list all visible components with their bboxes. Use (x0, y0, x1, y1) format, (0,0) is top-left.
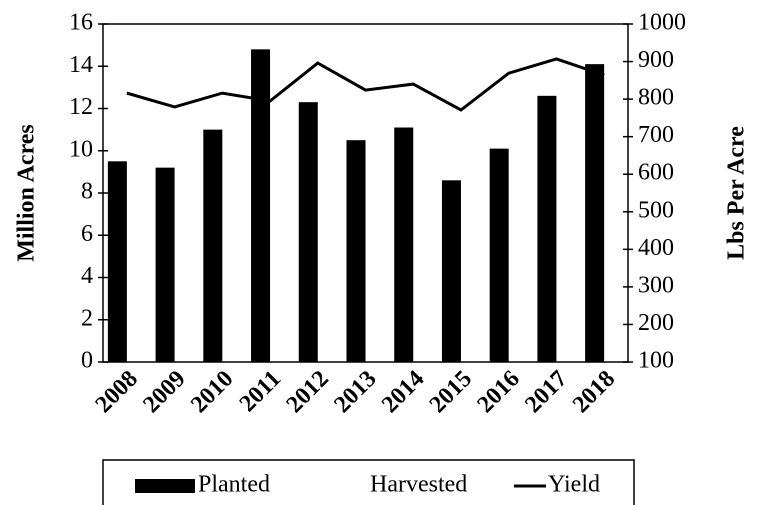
y-tick-label: 16 (69, 10, 93, 36)
bar (155, 167, 175, 362)
y2-tick-label: 600 (638, 160, 674, 186)
x-tick-label: 2008 (91, 366, 143, 418)
bar (537, 95, 557, 362)
bar (585, 64, 605, 362)
bar (298, 102, 318, 362)
y-tick-label: 2 (81, 305, 93, 331)
y-axis-title: Million Acres (14, 124, 40, 262)
x-tick-label: 2014 (377, 366, 429, 418)
y-tick-label: 6 (81, 221, 93, 247)
bar (394, 127, 414, 362)
y2-tick-label: 500 (638, 197, 674, 223)
y-tick-label: 14 (69, 52, 93, 78)
y2-tick-label: 400 (638, 235, 674, 261)
y-tick-label: 12 (69, 94, 93, 120)
legend-label: Harvested (370, 472, 467, 498)
y2-tick-label: 300 (638, 272, 674, 298)
y-tick-label: 4 (81, 263, 93, 289)
y-tick-label: 8 (81, 179, 93, 205)
y2-tick-label: 700 (638, 122, 674, 148)
y2-tick-label: 800 (638, 85, 674, 111)
x-tick-label: 2017 (520, 366, 572, 418)
x-tick-label: 2010 (186, 366, 238, 418)
legend-box (102, 459, 635, 505)
y-tick-label: 10 (69, 136, 93, 162)
bar (251, 49, 271, 362)
bar (107, 161, 127, 362)
bar (203, 129, 223, 362)
legend-label: Planted (198, 472, 270, 498)
x-tick-label: 2011 (235, 366, 286, 417)
y2-tick-label: 200 (638, 310, 674, 336)
y2-tick-label: 1000 (638, 10, 686, 36)
bar (489, 148, 509, 362)
y2-tick-label: 900 (638, 47, 674, 73)
x-tick-label: 2018 (568, 366, 620, 418)
line (126, 57, 605, 112)
y-tick-label: 0 (81, 348, 93, 374)
legend-label: Yield (548, 472, 600, 498)
y2-tick-label: 100 (638, 348, 674, 374)
x-tick-label: 2016 (472, 366, 524, 418)
y2-axis-title: Lbs Per Acre (724, 126, 750, 260)
legend-symbol (135, 479, 195, 493)
bar (441, 180, 461, 362)
x-tick-label: 2015 (425, 366, 477, 418)
x-tick-label: 2009 (138, 366, 190, 418)
x-tick-label: 2012 (282, 366, 334, 418)
x-tick-label: 2013 (329, 366, 381, 418)
legend-symbol (307, 479, 367, 493)
bar (346, 140, 366, 362)
